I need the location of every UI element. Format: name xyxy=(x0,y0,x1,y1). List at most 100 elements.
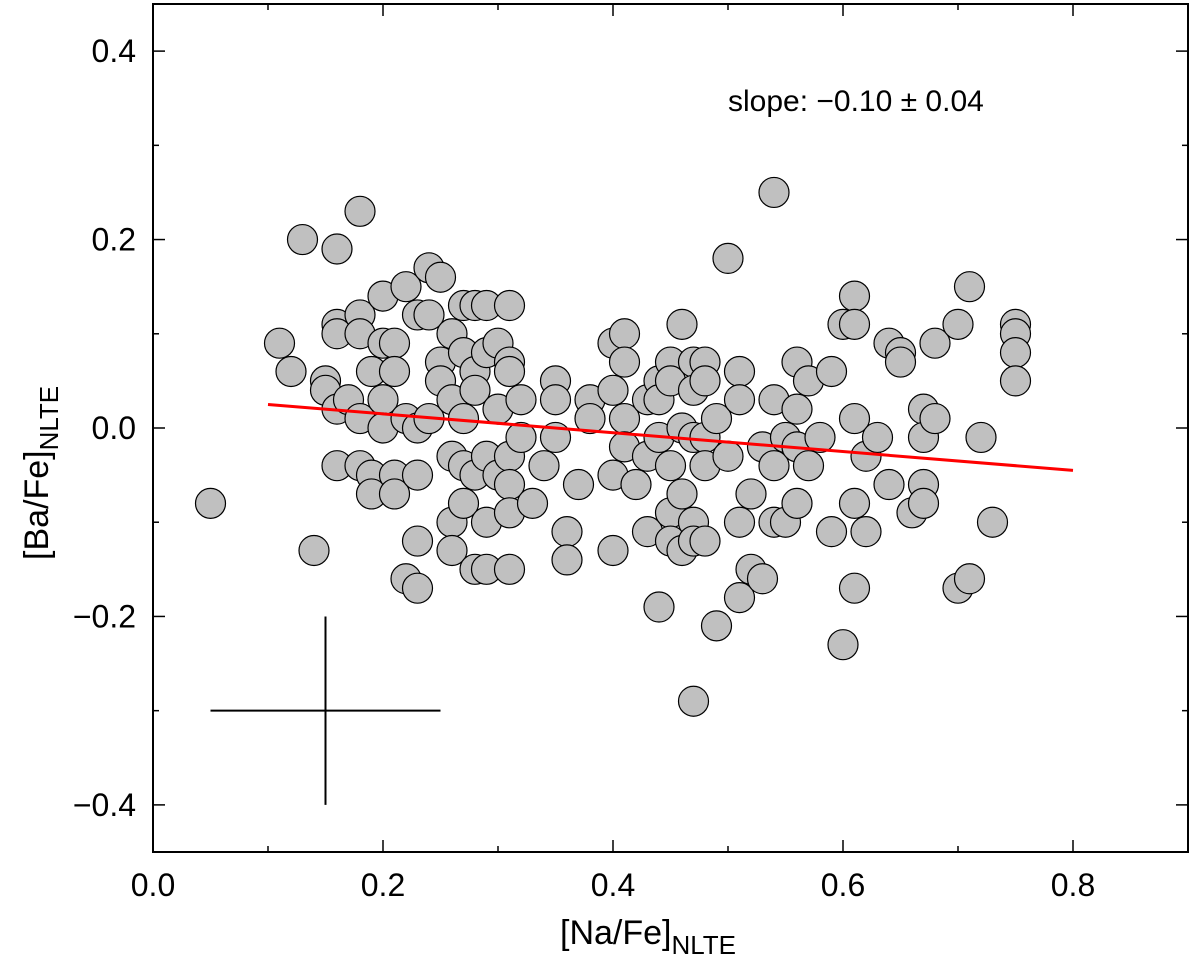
data-point xyxy=(735,478,767,510)
data-point xyxy=(850,516,882,548)
data-point xyxy=(574,402,606,435)
data-point xyxy=(712,242,744,274)
data-point xyxy=(597,374,629,406)
data-point xyxy=(838,572,871,604)
data-point xyxy=(608,346,641,378)
data-point xyxy=(654,450,687,482)
data-point xyxy=(827,629,859,661)
data-point xyxy=(700,402,733,435)
data-point xyxy=(700,610,733,642)
y-tick-label: 0.2 xyxy=(92,222,136,258)
x-tick-label: 0.4 xyxy=(591,867,635,903)
data-point xyxy=(493,289,526,322)
data-point xyxy=(286,223,319,256)
data-point xyxy=(873,468,905,501)
data-point xyxy=(976,506,1009,538)
data-point xyxy=(999,365,1032,397)
data-point xyxy=(551,516,583,548)
data-point xyxy=(505,421,537,454)
data-point xyxy=(942,308,974,340)
data-point xyxy=(539,384,572,416)
data-point xyxy=(919,402,951,435)
data-point xyxy=(401,572,434,604)
data-point xyxy=(723,506,756,538)
x-tick-label: 0.2 xyxy=(361,867,405,903)
data-point xyxy=(401,525,434,557)
x-tick-label: 0.8 xyxy=(1051,867,1095,903)
data-points xyxy=(194,176,1032,717)
data-point xyxy=(493,355,526,388)
data-point xyxy=(528,450,560,482)
data-point xyxy=(907,487,940,519)
data-point xyxy=(838,280,871,312)
data-point xyxy=(413,299,445,331)
data-point xyxy=(344,195,376,227)
y-tick-label: −0.4 xyxy=(73,787,136,823)
data-point xyxy=(378,478,411,510)
error-bar xyxy=(210,616,441,805)
data-point xyxy=(815,355,848,388)
data-point xyxy=(758,450,790,482)
data-point xyxy=(447,487,480,519)
y-tick-label: 0.4 xyxy=(92,33,136,69)
data-point xyxy=(298,534,330,567)
data-point xyxy=(838,487,871,519)
data-point xyxy=(723,384,756,416)
data-point xyxy=(505,384,537,416)
data-point xyxy=(781,487,813,519)
data-point xyxy=(919,327,951,359)
axis-ticks xyxy=(152,4,1189,852)
data-point xyxy=(516,487,549,519)
data-point xyxy=(792,450,825,482)
data-point xyxy=(815,516,848,548)
data-point xyxy=(597,534,629,567)
fit-line xyxy=(267,402,1074,472)
x-tick-label: 0.0 xyxy=(131,867,175,903)
data-point xyxy=(436,534,468,567)
data-point xyxy=(965,421,997,454)
data-point xyxy=(459,374,491,406)
y-tick-label: −0.2 xyxy=(73,598,136,634)
data-point xyxy=(608,318,641,350)
x-tick-label: 0.6 xyxy=(821,867,865,903)
data-point xyxy=(953,563,986,595)
data-point xyxy=(712,440,744,472)
data-point xyxy=(493,553,526,585)
data-point xyxy=(666,478,698,510)
data-point xyxy=(390,271,422,303)
data-point xyxy=(781,393,813,425)
y-tick-label: 0.0 xyxy=(92,410,136,446)
data-point xyxy=(562,468,595,501)
data-point xyxy=(643,591,675,623)
data-point xyxy=(838,308,871,340)
data-point xyxy=(723,581,756,614)
data-point xyxy=(194,487,227,519)
data-point xyxy=(861,421,894,454)
data-point xyxy=(321,233,353,265)
data-point xyxy=(758,176,790,209)
y-axis-label: [Ba/Fe]NLTE xyxy=(18,386,64,560)
data-point xyxy=(551,544,583,576)
data-point xyxy=(689,525,721,557)
tick-labels: 0.0 0.2 0.4 0.6 0.8 −0.4 −0.2 0.0 0.2 0.4 xyxy=(73,33,1095,903)
data-point xyxy=(689,365,721,397)
data-point xyxy=(723,355,756,388)
data-point xyxy=(746,563,779,595)
data-point xyxy=(666,308,698,340)
data-point xyxy=(263,327,296,359)
slope-annotation: slope: −0.10 ± 0.04 xyxy=(728,85,984,118)
data-point xyxy=(401,459,434,491)
data-point xyxy=(424,261,457,293)
data-point xyxy=(378,355,411,388)
data-point xyxy=(677,685,710,717)
data-point xyxy=(884,346,917,378)
data-point xyxy=(378,327,411,359)
data-point xyxy=(275,355,307,388)
x-axis-label: [Na/Fe]NLTE xyxy=(560,914,736,960)
data-point xyxy=(804,421,836,454)
data-point xyxy=(953,271,986,303)
data-point xyxy=(838,402,871,435)
data-point xyxy=(620,468,652,501)
data-point xyxy=(999,337,1032,369)
